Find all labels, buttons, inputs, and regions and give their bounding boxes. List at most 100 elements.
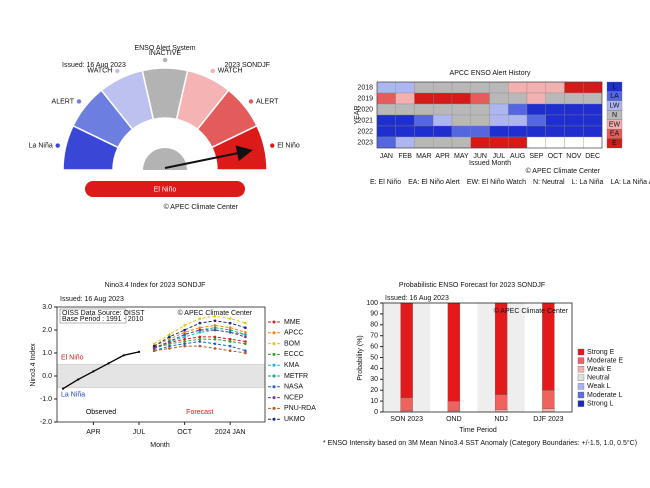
legend-swatch <box>577 374 585 381</box>
series-line <box>62 351 140 390</box>
series-point <box>228 328 232 332</box>
series-point <box>244 333 247 336</box>
heatmap-cell <box>489 136 509 149</box>
heatmap-frame <box>376 81 603 149</box>
heatmap-cell <box>564 92 584 105</box>
legend-text: EW: El Niño Watch <box>467 179 526 186</box>
heatmap-cell <box>489 81 509 94</box>
series-point <box>213 328 217 332</box>
gauge-label: ALERT <box>52 98 75 105</box>
x-tick-label: MAY <box>454 153 469 160</box>
heatmap-cell <box>583 114 603 127</box>
heatmap-cell <box>395 136 415 149</box>
series-point <box>183 335 186 339</box>
legend-label: Weak E <box>587 366 612 373</box>
series-point <box>198 344 202 348</box>
heatmap-cell <box>489 125 509 138</box>
legend-label: NCEP <box>284 394 304 401</box>
bar-segment <box>542 408 555 413</box>
series-point <box>107 362 110 365</box>
source-text: OISS Data Source: OISST <box>62 310 145 317</box>
legend-swatch <box>606 138 623 149</box>
gauge-dot <box>76 99 82 104</box>
heatmap-cell <box>414 125 434 138</box>
legend-swatch <box>577 357 585 364</box>
heatmap-cell <box>508 136 528 149</box>
heatmap-cell <box>545 92 565 105</box>
heatmap-cell <box>526 81 546 94</box>
x-tick-label: NOV <box>566 153 582 160</box>
bar-segment <box>494 302 508 395</box>
heatmap-cell <box>583 125 603 138</box>
x-tick-label: OCT <box>177 429 193 436</box>
gauge-label: WATCH <box>87 68 112 75</box>
gauge-label: El Niño <box>277 142 300 149</box>
y-tick-label: 2.0 <box>42 327 52 334</box>
bar-segment <box>494 394 508 410</box>
heatmap-cell <box>508 114 528 127</box>
heatmap-cell <box>433 114 453 127</box>
heatmap-cell <box>376 136 396 149</box>
series-point <box>92 370 95 373</box>
annotation: Observed <box>86 409 116 416</box>
legend-label: APCC <box>284 330 303 337</box>
series-point <box>228 340 232 343</box>
x-tick-label: JUL <box>133 429 146 436</box>
y-tick-label: 3.0 <box>42 304 52 311</box>
series-point <box>168 347 171 350</box>
heatmap-cell <box>433 125 453 138</box>
heatmap-cell <box>545 125 565 138</box>
legend-label: Strong L <box>587 400 614 407</box>
plot-frame <box>56 306 266 423</box>
gauge-arrow <box>164 145 253 169</box>
heatmap-cell <box>564 136 584 149</box>
plot-frame <box>382 302 573 413</box>
issued: Issued: 16 Aug 2023 <box>62 62 126 69</box>
legend-marker <box>272 396 276 400</box>
series-point <box>77 378 80 381</box>
x-tick-label: APR <box>435 153 449 160</box>
heatmap-cell <box>414 81 434 94</box>
gauge-label: WATCH <box>218 68 243 75</box>
series-point <box>152 347 156 350</box>
legend-label: KMA <box>284 362 300 369</box>
gauge-dot <box>162 57 168 63</box>
heatmap-cell <box>451 92 471 105</box>
heatmap-cell <box>414 92 434 105</box>
y-tick-label: 40 <box>370 365 378 372</box>
y-axis-label: YEAR <box>354 105 361 124</box>
heatmap-cell <box>376 125 396 138</box>
y-tick-label: 80 <box>370 322 378 329</box>
series-point <box>168 342 171 346</box>
legend-label: ECCC <box>284 351 304 358</box>
heatmap-cell <box>489 103 509 116</box>
heatmap-cell <box>545 136 565 149</box>
heatmap-cell <box>564 103 584 116</box>
gauge-dot <box>210 68 215 74</box>
series-point <box>198 337 202 341</box>
legend-label: NASA <box>284 384 303 391</box>
bar-segment <box>542 302 555 391</box>
legend-marker <box>272 331 276 335</box>
heatmap-cell <box>433 81 453 94</box>
issued: Issued: 16 Aug 2023 <box>60 296 124 303</box>
heatmap-cell <box>470 81 490 94</box>
heatmap-cell <box>414 136 434 149</box>
gauge-dot <box>115 68 120 74</box>
series-point <box>213 324 217 327</box>
legend-text: E: El Niño <box>370 179 401 186</box>
heatmap-cell <box>395 114 415 127</box>
y-tick-label: 2019 <box>357 95 373 102</box>
legend-label: E <box>612 140 617 147</box>
series-point <box>213 319 217 323</box>
y-tick-label: 20 <box>370 387 378 394</box>
heatmap-cell <box>376 92 396 105</box>
heatmap-cell <box>526 136 546 149</box>
series-point <box>183 333 186 336</box>
y-tick-label: 1.0 <box>42 350 52 357</box>
legend-label: EA <box>610 131 620 138</box>
heatmap-cell <box>583 136 603 149</box>
legend-marker <box>272 320 276 324</box>
legend-label: PNU-RDA <box>284 405 316 412</box>
series-point <box>228 321 232 325</box>
